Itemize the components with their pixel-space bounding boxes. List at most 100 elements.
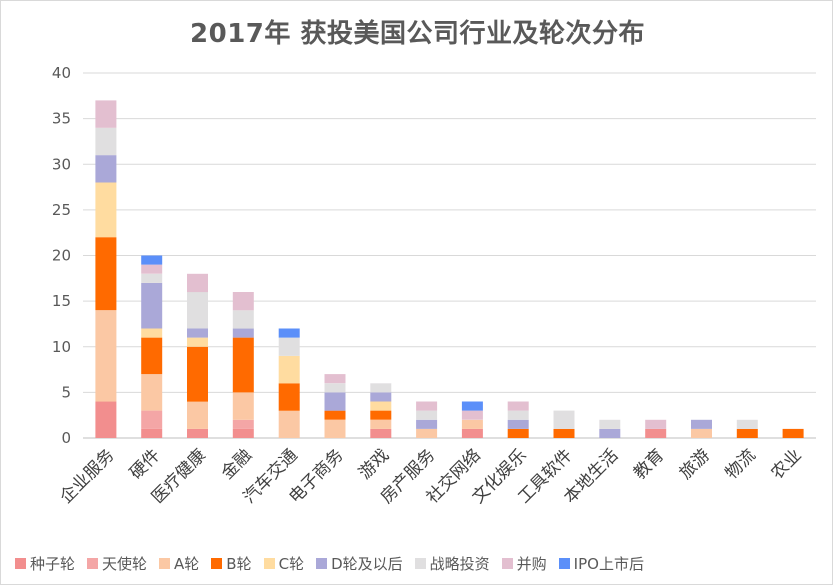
y-tick-label: 20 [52, 247, 71, 265]
legend-item: B轮 [211, 553, 252, 574]
bar-segment [736, 419, 758, 429]
bar-segment [187, 346, 208, 402]
bar-segment [782, 428, 804, 438]
legend-item: C轮 [263, 553, 305, 574]
legend-item: 战略投资 [414, 553, 490, 574]
bar-segment [324, 410, 346, 420]
legend-swatch [263, 557, 275, 569]
legend-swatch [501, 557, 513, 569]
bar-segment [95, 401, 117, 438]
bar-segment [232, 392, 254, 420]
bar-segment [141, 428, 163, 438]
bar-segment [370, 401, 392, 411]
legend-swatch [159, 557, 171, 569]
chart-legend: 种子轮 天使轮 A轮 B轮 C轮 D轮及以后 战略投资 并购 IPO上市后 [15, 550, 825, 576]
bar-segment [278, 355, 300, 384]
y-tick-label: 25 [52, 201, 71, 219]
bar-segment [599, 419, 621, 429]
legend-item: IPO上市后 [558, 553, 644, 574]
legend-item: D轮及以后 [316, 553, 403, 574]
bar-segment [232, 428, 254, 438]
x-tick-label: 教育 [630, 445, 668, 483]
bar-segment [691, 419, 712, 429]
bar-segment [141, 264, 163, 274]
y-tick-label: 35 [52, 110, 71, 128]
bar-segment [370, 419, 392, 429]
bar-segment [416, 419, 438, 429]
bar-segment [324, 374, 346, 384]
bar-segment [599, 428, 621, 438]
bar-segment [461, 410, 483, 420]
y-tick-label: 15 [52, 292, 71, 310]
legend-swatch [87, 557, 99, 569]
bar-segment [507, 401, 529, 411]
bar-segment [95, 182, 117, 238]
legend-label: 并购 [516, 554, 547, 573]
y-tick-label: 10 [52, 338, 71, 356]
bar-segment [507, 428, 529, 438]
x-tick-label: 物流 [722, 445, 760, 483]
bar-segment [370, 383, 392, 393]
bar-segment [507, 410, 529, 420]
y-tick-label: 40 [52, 64, 71, 82]
bar-segment [324, 383, 346, 393]
bar-segment [187, 337, 208, 347]
bar-segment [416, 428, 438, 438]
bar-segment [278, 328, 300, 338]
bar-segment [278, 383, 300, 411]
legend-label: B轮 [226, 554, 252, 573]
bar-segment [691, 428, 712, 438]
legend-swatch [15, 557, 26, 569]
legend-label: 种子轮 [30, 554, 76, 573]
bar-segment [736, 428, 758, 438]
x-tick-label: 游戏 [355, 445, 393, 483]
bar-segment [461, 401, 483, 411]
bar-segment [141, 282, 163, 329]
x-tick-label: 农业 [767, 445, 805, 483]
bar-segment [324, 419, 346, 439]
y-tick-label: 0 [61, 429, 71, 447]
bar-segment [645, 428, 667, 438]
bar-segment [187, 273, 208, 293]
x-tick-label: 旅游 [676, 445, 714, 483]
bar-segment [141, 374, 163, 411]
bar-segment [278, 337, 300, 356]
legend-item: A轮 [159, 553, 199, 574]
bar-segment [187, 292, 208, 329]
bar-segment [370, 392, 392, 402]
legend-label: D轮及以后 [331, 554, 403, 573]
x-tick-label: 金融 [218, 445, 256, 483]
legend-label: C轮 [278, 554, 305, 573]
bar-segment [553, 410, 575, 429]
bar-segment [232, 419, 254, 429]
bar-segment [95, 310, 117, 402]
chart-title: 2017年 获投美国公司行业及轮次分布 [190, 19, 645, 49]
legend-swatch [211, 557, 223, 569]
legend-label: 天使轮 [102, 554, 148, 573]
legend-item: 并购 [501, 553, 547, 574]
legend-label: 战略投资 [429, 554, 490, 573]
bar-segment [95, 127, 117, 156]
bar-segment [232, 292, 254, 311]
bar-segment [187, 428, 208, 438]
bar-segment [141, 337, 163, 375]
y-tick-label: 30 [52, 155, 71, 173]
bar-segment [553, 428, 575, 438]
legend-item: 种子轮 [15, 553, 75, 574]
bar-segment [416, 410, 438, 420]
bar-segment [141, 273, 163, 283]
legend-swatch [316, 557, 328, 569]
bar-segment [232, 337, 254, 393]
bar-segment [95, 100, 117, 128]
bar-segment [187, 401, 208, 429]
y-tick-label: 5 [61, 383, 71, 401]
bar-segment [645, 419, 667, 429]
bar-segment [95, 237, 117, 311]
legend-label: IPO上市后 [573, 554, 644, 573]
x-tick-label: 企业服务 [56, 445, 118, 507]
bar-segment [95, 155, 117, 183]
bar-segment [232, 328, 254, 338]
bar-segment [141, 255, 163, 265]
